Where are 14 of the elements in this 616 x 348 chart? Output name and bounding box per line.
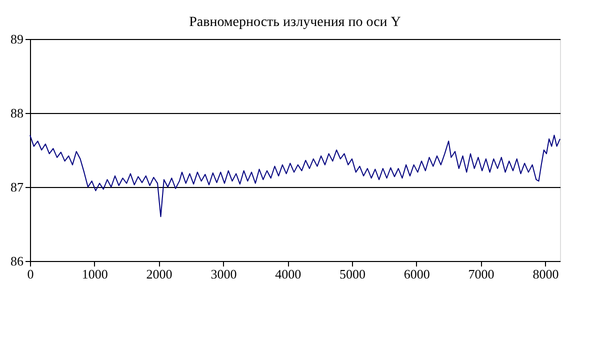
x-tick-label: 6000 xyxy=(404,266,430,282)
x-tick-label: 8000 xyxy=(532,266,559,282)
x-tick-label: 2000 xyxy=(146,266,172,282)
y-tick-label: 87 xyxy=(10,180,24,194)
x-tick-label: 1000 xyxy=(82,266,108,282)
x-tick-label: 4000 xyxy=(275,266,302,282)
x-tick-label: 3000 xyxy=(210,266,237,282)
x-tick-label: 0 xyxy=(27,266,34,282)
y-tick-label: 89 xyxy=(10,32,24,46)
y-tick-label: 88 xyxy=(10,106,24,120)
x-tick-label: 7000 xyxy=(468,266,494,282)
y-tick-label: 86 xyxy=(10,254,24,268)
chart-title: Равномерность излучения по оси Y xyxy=(189,15,401,30)
x-tick-label: 5000 xyxy=(339,266,366,282)
